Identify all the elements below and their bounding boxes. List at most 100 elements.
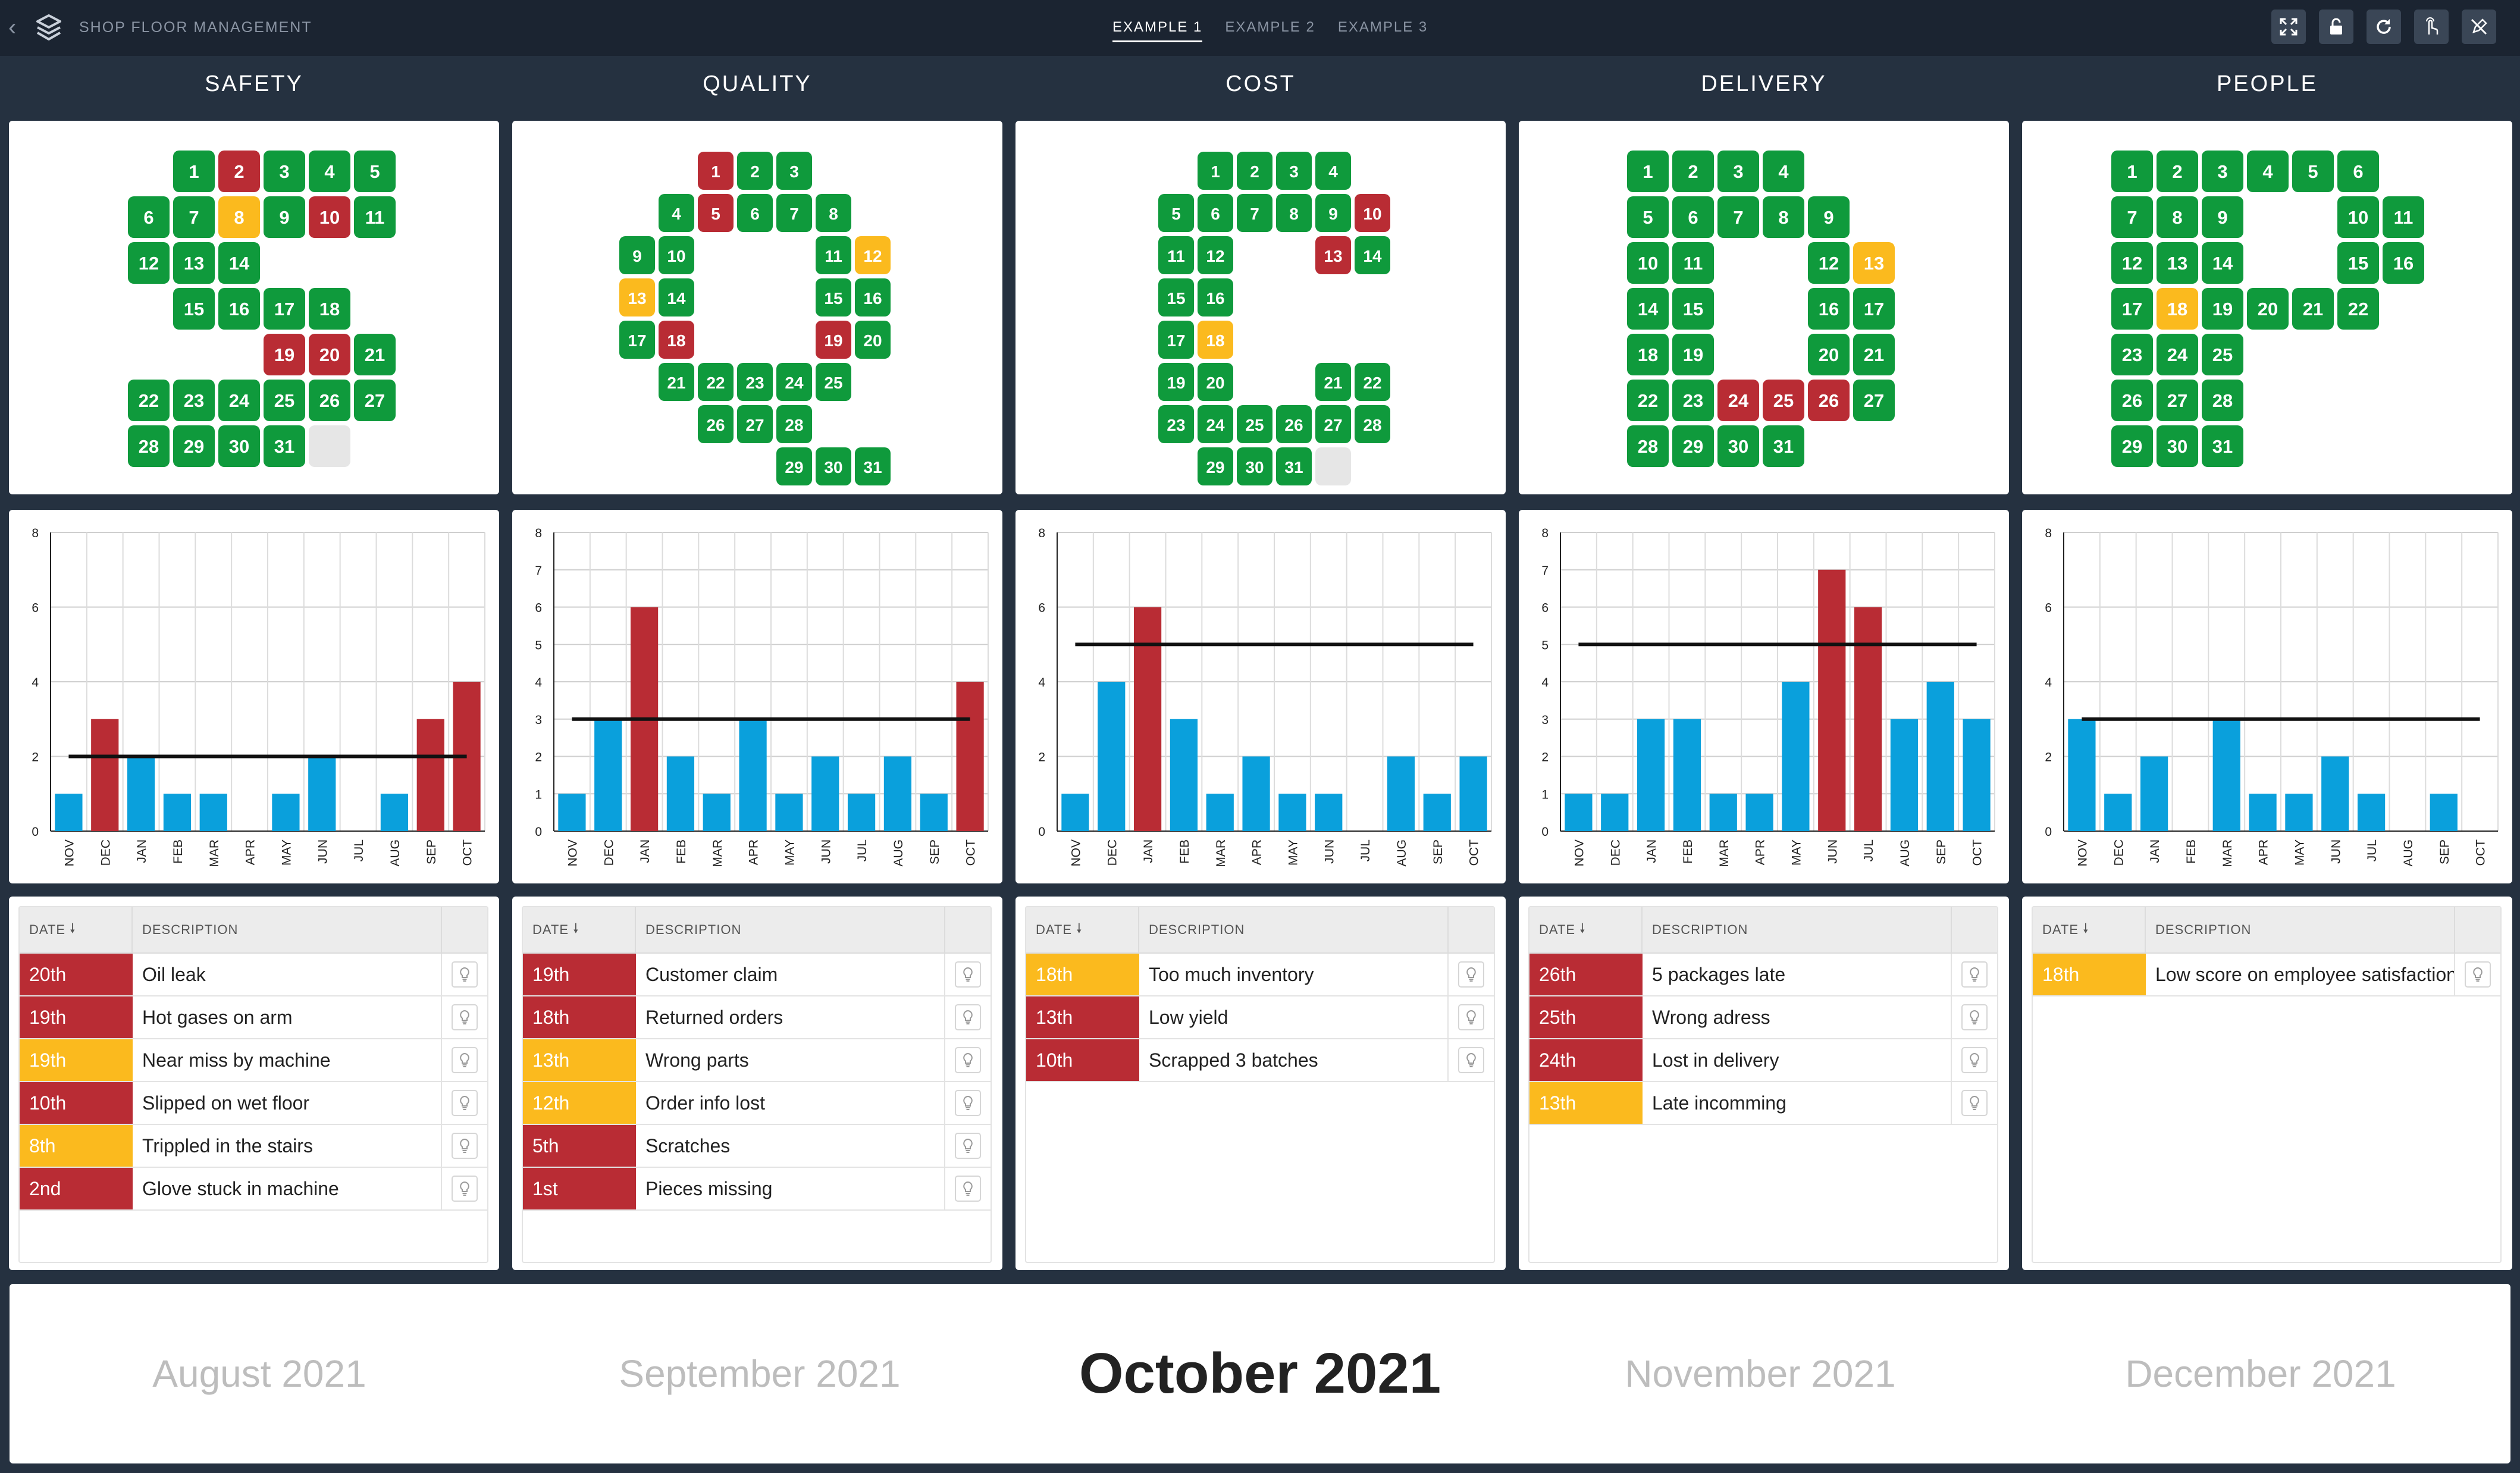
day-cell-10[interactable]: 10	[2337, 196, 2379, 238]
bar-nov[interactable]	[1061, 794, 1089, 831]
back-button[interactable]: ‹	[8, 14, 17, 40]
lightbulb-button[interactable]	[1458, 1004, 1484, 1030]
fullscreen-button[interactable]	[2271, 10, 2306, 44]
day-cell-25[interactable]: 25	[2202, 334, 2243, 375]
day-cell-12[interactable]: 12	[2111, 242, 2153, 284]
bar-aug[interactable]	[883, 756, 912, 832]
day-cell-16[interactable]: 16	[1808, 288, 1850, 330]
bar-aug[interactable]	[380, 794, 409, 831]
table-row[interactable]: 8th Trippled in the stairs	[20, 1125, 487, 1168]
bar-jun[interactable]	[308, 756, 336, 832]
day-cell-19[interactable]: 19	[816, 321, 851, 359]
day-cell-3[interactable]: 3	[264, 151, 305, 192]
table-row[interactable]: 12th Order info lost	[523, 1082, 991, 1125]
bar-jun[interactable]	[1315, 794, 1343, 831]
day-cell-20[interactable]: 20	[2247, 288, 2289, 330]
lightbulb-button[interactable]	[955, 1047, 981, 1073]
day-cell-5[interactable]: 5	[698, 194, 734, 232]
bar-jul[interactable]	[2357, 794, 2386, 831]
day-cell-16[interactable]: 16	[218, 288, 260, 330]
day-cell-29[interactable]: 29	[2111, 425, 2153, 467]
day-cell-26[interactable]: 26	[309, 380, 350, 421]
day-cell-10[interactable]: 10	[1355, 194, 1390, 232]
day-cell-1[interactable]: 1	[1627, 151, 1669, 192]
day-cell-2[interactable]: 2	[1237, 152, 1272, 190]
day-cell-23[interactable]: 23	[2111, 334, 2153, 375]
day-cell-22[interactable]: 22	[698, 363, 734, 401]
day-cell-6[interactable]: 6	[737, 194, 773, 232]
day-cell-5[interactable]: 5	[354, 151, 396, 192]
bar-may[interactable]	[1278, 794, 1306, 831]
day-cell-18[interactable]: 18	[1627, 334, 1669, 375]
unlock-button[interactable]	[2319, 10, 2353, 44]
bar-apr[interactable]	[2249, 794, 2277, 831]
day-cell-25[interactable]: 25	[1763, 380, 1804, 421]
day-cell-11[interactable]: 11	[354, 196, 396, 238]
day-cell-9[interactable]: 9	[264, 196, 305, 238]
bar-may[interactable]	[272, 794, 300, 831]
day-cell-9[interactable]: 9	[2202, 196, 2243, 238]
day-cell-9[interactable]: 9	[1808, 196, 1850, 238]
table-row[interactable]: 13th Late incomming	[1529, 1082, 1997, 1125]
day-cell-7[interactable]: 7	[1237, 194, 1272, 232]
day-cell-15[interactable]: 15	[1672, 288, 1714, 330]
table-row[interactable]: 18th Too much inventory	[1026, 954, 1494, 996]
lightbulb-button[interactable]	[1961, 961, 1988, 988]
day-cell-4[interactable]: 4	[2247, 151, 2289, 192]
bar-oct[interactable]	[956, 682, 984, 831]
table-row[interactable]: 2nd Glove stuck in machine	[20, 1168, 487, 1211]
bar-dec[interactable]	[594, 719, 622, 831]
day-cell-10[interactable]: 10	[1627, 242, 1669, 284]
bar-may[interactable]	[775, 794, 803, 831]
month-september-2021[interactable]: September 2021	[619, 1352, 901, 1395]
table-row[interactable]: 10th Slipped on wet floor	[20, 1082, 487, 1125]
day-cell-2[interactable]: 2	[1672, 151, 1714, 192]
day-cell-24[interactable]: 24	[2157, 334, 2198, 375]
day-cell-26[interactable]: 26	[2111, 380, 2153, 421]
bar-mar[interactable]	[1709, 794, 1737, 831]
day-cell-28[interactable]: 28	[1355, 405, 1390, 443]
day-cell-23[interactable]: 23	[1672, 380, 1714, 421]
day-cell-12[interactable]: 12	[855, 236, 891, 274]
bar-jul[interactable]	[1854, 607, 1882, 832]
table-row[interactable]: 19th Hot gases on arm	[20, 996, 487, 1039]
day-cell-5[interactable]: 5	[1627, 196, 1669, 238]
lightbulb-button[interactable]	[1458, 1047, 1484, 1073]
day-cell-18[interactable]: 18	[309, 288, 350, 330]
day-cell-21[interactable]: 21	[1315, 363, 1351, 401]
table-row[interactable]: 19th Customer claim	[523, 954, 991, 996]
month-november-2021[interactable]: November 2021	[1625, 1352, 1896, 1395]
bar-mar[interactable]	[703, 794, 731, 831]
month-august-2021[interactable]: August 2021	[152, 1352, 366, 1395]
day-cell-28[interactable]: 28	[776, 405, 812, 443]
day-cell-22[interactable]: 22	[128, 380, 170, 421]
day-cell-13[interactable]: 13	[619, 278, 655, 316]
table-row[interactable]: 1st Pieces missing	[523, 1168, 991, 1211]
day-cell-21[interactable]: 21	[354, 334, 396, 375]
day-cell-3[interactable]: 3	[2202, 151, 2243, 192]
day-cell-7[interactable]: 7	[776, 194, 812, 232]
bar-oct[interactable]	[1459, 756, 1487, 832]
day-cell-11[interactable]: 11	[2383, 196, 2424, 238]
edit-off-button[interactable]	[2462, 10, 2496, 44]
day-cell-8[interactable]: 8	[1276, 194, 1312, 232]
day-cell-29[interactable]: 29	[1672, 425, 1714, 467]
lightbulb-button[interactable]	[955, 1004, 981, 1030]
day-cell-14[interactable]: 14	[2202, 242, 2243, 284]
day-cell-1[interactable]: 1	[698, 152, 734, 190]
day-cell-31[interactable]: 31	[855, 447, 891, 485]
day-cell-18[interactable]: 18	[1198, 321, 1233, 359]
bar-mar[interactable]	[1206, 794, 1234, 831]
day-cell-15[interactable]: 15	[173, 288, 215, 330]
day-cell-2[interactable]: 2	[218, 151, 260, 192]
bar-jan[interactable]	[1133, 607, 1162, 832]
table-row[interactable]: 10th Scrapped 3 batches	[1026, 1039, 1494, 1082]
bar-mar[interactable]	[2212, 719, 2240, 831]
day-cell-31[interactable]: 31	[264, 425, 305, 467]
date-column-header[interactable]: DATE 🠗	[2033, 907, 2146, 952]
day-cell-14[interactable]: 14	[1627, 288, 1669, 330]
day-cell-23[interactable]: 23	[1158, 405, 1194, 443]
date-column-header[interactable]: DATE 🠗	[1026, 907, 1139, 952]
lightbulb-button[interactable]	[1961, 1090, 1988, 1116]
day-cell-5[interactable]: 5	[1158, 194, 1194, 232]
